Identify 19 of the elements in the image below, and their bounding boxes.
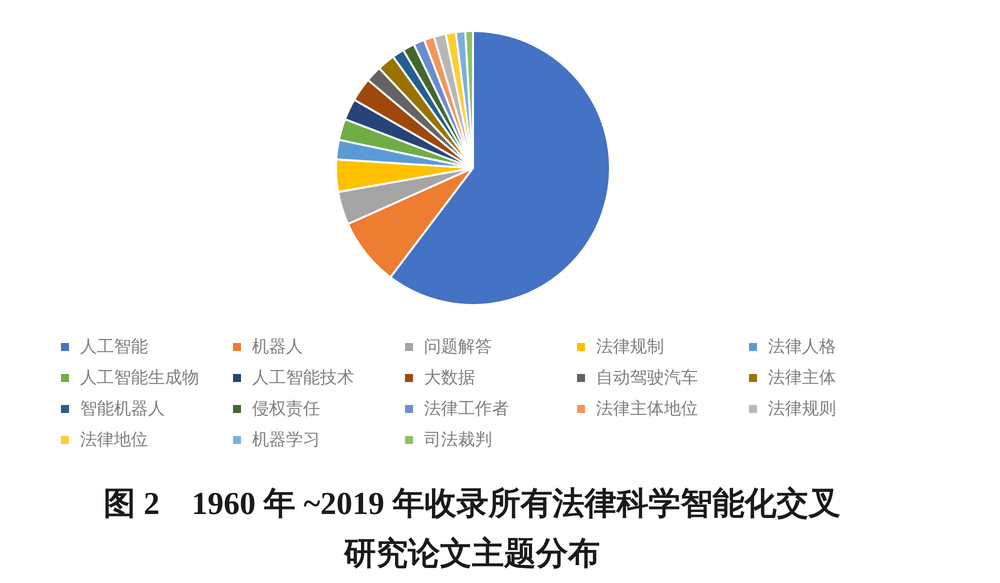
caption: 图 2 1960 年 ~2019 年收录所有法律科学智能化交叉研究论文主题分布 — [102, 484, 842, 573]
legend-label: 法律人格 — [768, 336, 836, 358]
legend-label: 司法裁判 — [424, 429, 492, 451]
legend-label: 机器学习 — [252, 429, 320, 451]
legend-label: 法律规制 — [596, 336, 664, 358]
legend-label: 法律工作者 — [424, 398, 509, 420]
legend-label: 人工智能 — [80, 336, 148, 358]
legend-label: 问题解答 — [424, 336, 492, 358]
legend-label: 法律主体地位 — [596, 398, 698, 420]
legend-label: 智能机器人 — [80, 398, 165, 420]
legend-label: 法律地位 — [80, 429, 148, 451]
legend-label: 人工智能生成物 — [80, 367, 199, 389]
legend-label: 法律主体 — [768, 367, 836, 389]
legend-label: 自动驾驶汽车 — [596, 367, 698, 389]
legend-label: 机器人 — [252, 336, 303, 358]
legend-label: 法律规则 — [768, 398, 836, 420]
legend-label: 人工智能技术 — [252, 367, 354, 389]
legend-label: 大数据 — [424, 367, 475, 389]
legend-label: 侵权责任 — [252, 398, 320, 420]
